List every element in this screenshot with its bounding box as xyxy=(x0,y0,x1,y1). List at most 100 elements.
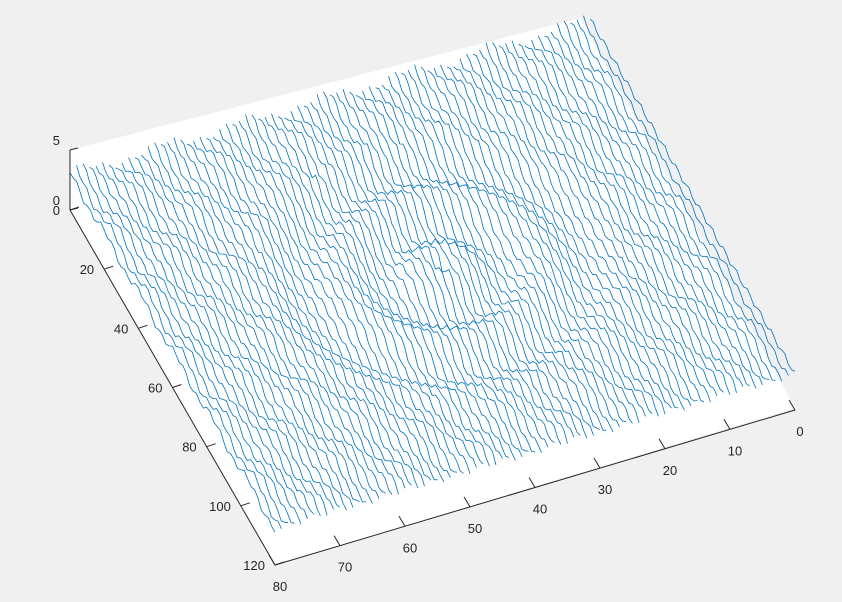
mesh-row xyxy=(576,19,783,382)
tick xyxy=(172,384,182,388)
tick xyxy=(333,535,341,546)
mesh-row xyxy=(349,91,555,443)
mesh-row xyxy=(570,22,776,381)
mesh-row xyxy=(368,86,575,438)
mesh-row xyxy=(583,15,789,376)
mesh-row xyxy=(589,18,796,372)
tick xyxy=(274,561,285,566)
tick xyxy=(69,207,79,211)
mesh-row xyxy=(147,146,354,508)
mesh-row xyxy=(329,94,536,453)
mesh-row xyxy=(297,105,503,459)
x-tick-label: 50 xyxy=(468,521,482,536)
y-tick-label: 40 xyxy=(114,321,128,336)
mesh-row xyxy=(388,75,594,436)
mesh-row xyxy=(160,144,367,503)
tick xyxy=(104,265,114,270)
mesh-row xyxy=(524,45,731,395)
tick xyxy=(658,438,666,450)
mesh-row xyxy=(154,142,360,502)
mesh-row xyxy=(186,143,393,495)
mesh-row xyxy=(95,165,302,525)
mesh-row xyxy=(362,90,568,444)
tick xyxy=(69,147,79,151)
tick xyxy=(788,399,796,411)
y-tick-label: 60 xyxy=(148,381,162,396)
tick xyxy=(723,419,731,430)
mesh-row xyxy=(414,64,620,427)
mesh-row xyxy=(167,142,373,504)
mesh-row xyxy=(219,128,425,487)
mesh-row xyxy=(323,91,529,452)
mesh-row xyxy=(193,140,399,495)
y-tick-label: 80 xyxy=(182,440,196,455)
tick xyxy=(398,515,406,527)
mesh-row xyxy=(82,163,289,524)
mesh-row xyxy=(180,139,386,494)
mesh-row xyxy=(264,116,471,474)
z-tick-label: 5 xyxy=(53,133,60,148)
mesh-row xyxy=(258,118,464,474)
mesh-row xyxy=(108,164,315,515)
mesh-row xyxy=(466,53,672,409)
y-tick-label: 120 xyxy=(243,558,265,573)
mesh-row xyxy=(420,66,627,423)
tick xyxy=(138,324,148,329)
mesh-row xyxy=(557,23,763,385)
tick-marks xyxy=(69,147,796,566)
mesh-row xyxy=(284,117,490,467)
axes-background xyxy=(70,18,795,565)
mesh-row xyxy=(199,136,406,489)
mesh-row xyxy=(355,94,562,445)
tick xyxy=(463,496,471,508)
mesh-row xyxy=(485,42,692,407)
mesh-row xyxy=(121,162,328,516)
mesh-row xyxy=(271,113,477,468)
tick xyxy=(528,477,536,488)
mesh-row xyxy=(76,165,282,529)
mesh-row xyxy=(115,167,321,517)
mesh-row xyxy=(472,53,679,409)
mesh-row xyxy=(69,172,276,533)
mesh-row xyxy=(479,49,685,411)
tick xyxy=(240,502,250,507)
mesh-row xyxy=(102,162,308,519)
mesh-row xyxy=(563,20,770,380)
x-tick-label: 20 xyxy=(663,463,677,478)
mesh-row xyxy=(401,72,607,431)
mesh-row xyxy=(511,40,718,397)
mesh-row xyxy=(394,71,601,431)
mesh-row xyxy=(303,105,510,458)
mesh-row xyxy=(440,64,646,417)
mesh-row xyxy=(206,138,412,486)
mesh-row xyxy=(550,31,757,389)
mesh-row xyxy=(459,58,666,415)
mesh-row xyxy=(89,166,295,524)
y-tick-label: 100 xyxy=(209,499,231,514)
mesh-row xyxy=(225,123,432,481)
mesh-row xyxy=(433,67,640,424)
mesh-row xyxy=(505,43,711,403)
x-tick-label: 40 xyxy=(533,502,547,517)
z-tick-label: 0 xyxy=(53,193,60,208)
mesh-row xyxy=(544,35,750,387)
mesh-row xyxy=(277,116,484,465)
mesh-row xyxy=(518,43,724,393)
mesh-row xyxy=(173,137,380,499)
mesh-row xyxy=(375,87,581,436)
tick xyxy=(206,443,216,448)
mesh-row xyxy=(381,84,588,439)
mesh-row xyxy=(531,39,737,394)
mesh-row xyxy=(245,114,451,478)
mesh-row xyxy=(492,42,698,402)
tick xyxy=(268,554,276,566)
x-tick-label: 60 xyxy=(403,540,417,555)
x-tick-label: 70 xyxy=(338,560,352,575)
mesh-row xyxy=(238,120,445,483)
x-tick-label: 0 xyxy=(796,424,803,439)
mesh-row xyxy=(537,35,744,387)
tick xyxy=(593,457,601,469)
y-tick-label: 0 xyxy=(53,203,60,218)
x-tick-label: 30 xyxy=(598,482,612,497)
